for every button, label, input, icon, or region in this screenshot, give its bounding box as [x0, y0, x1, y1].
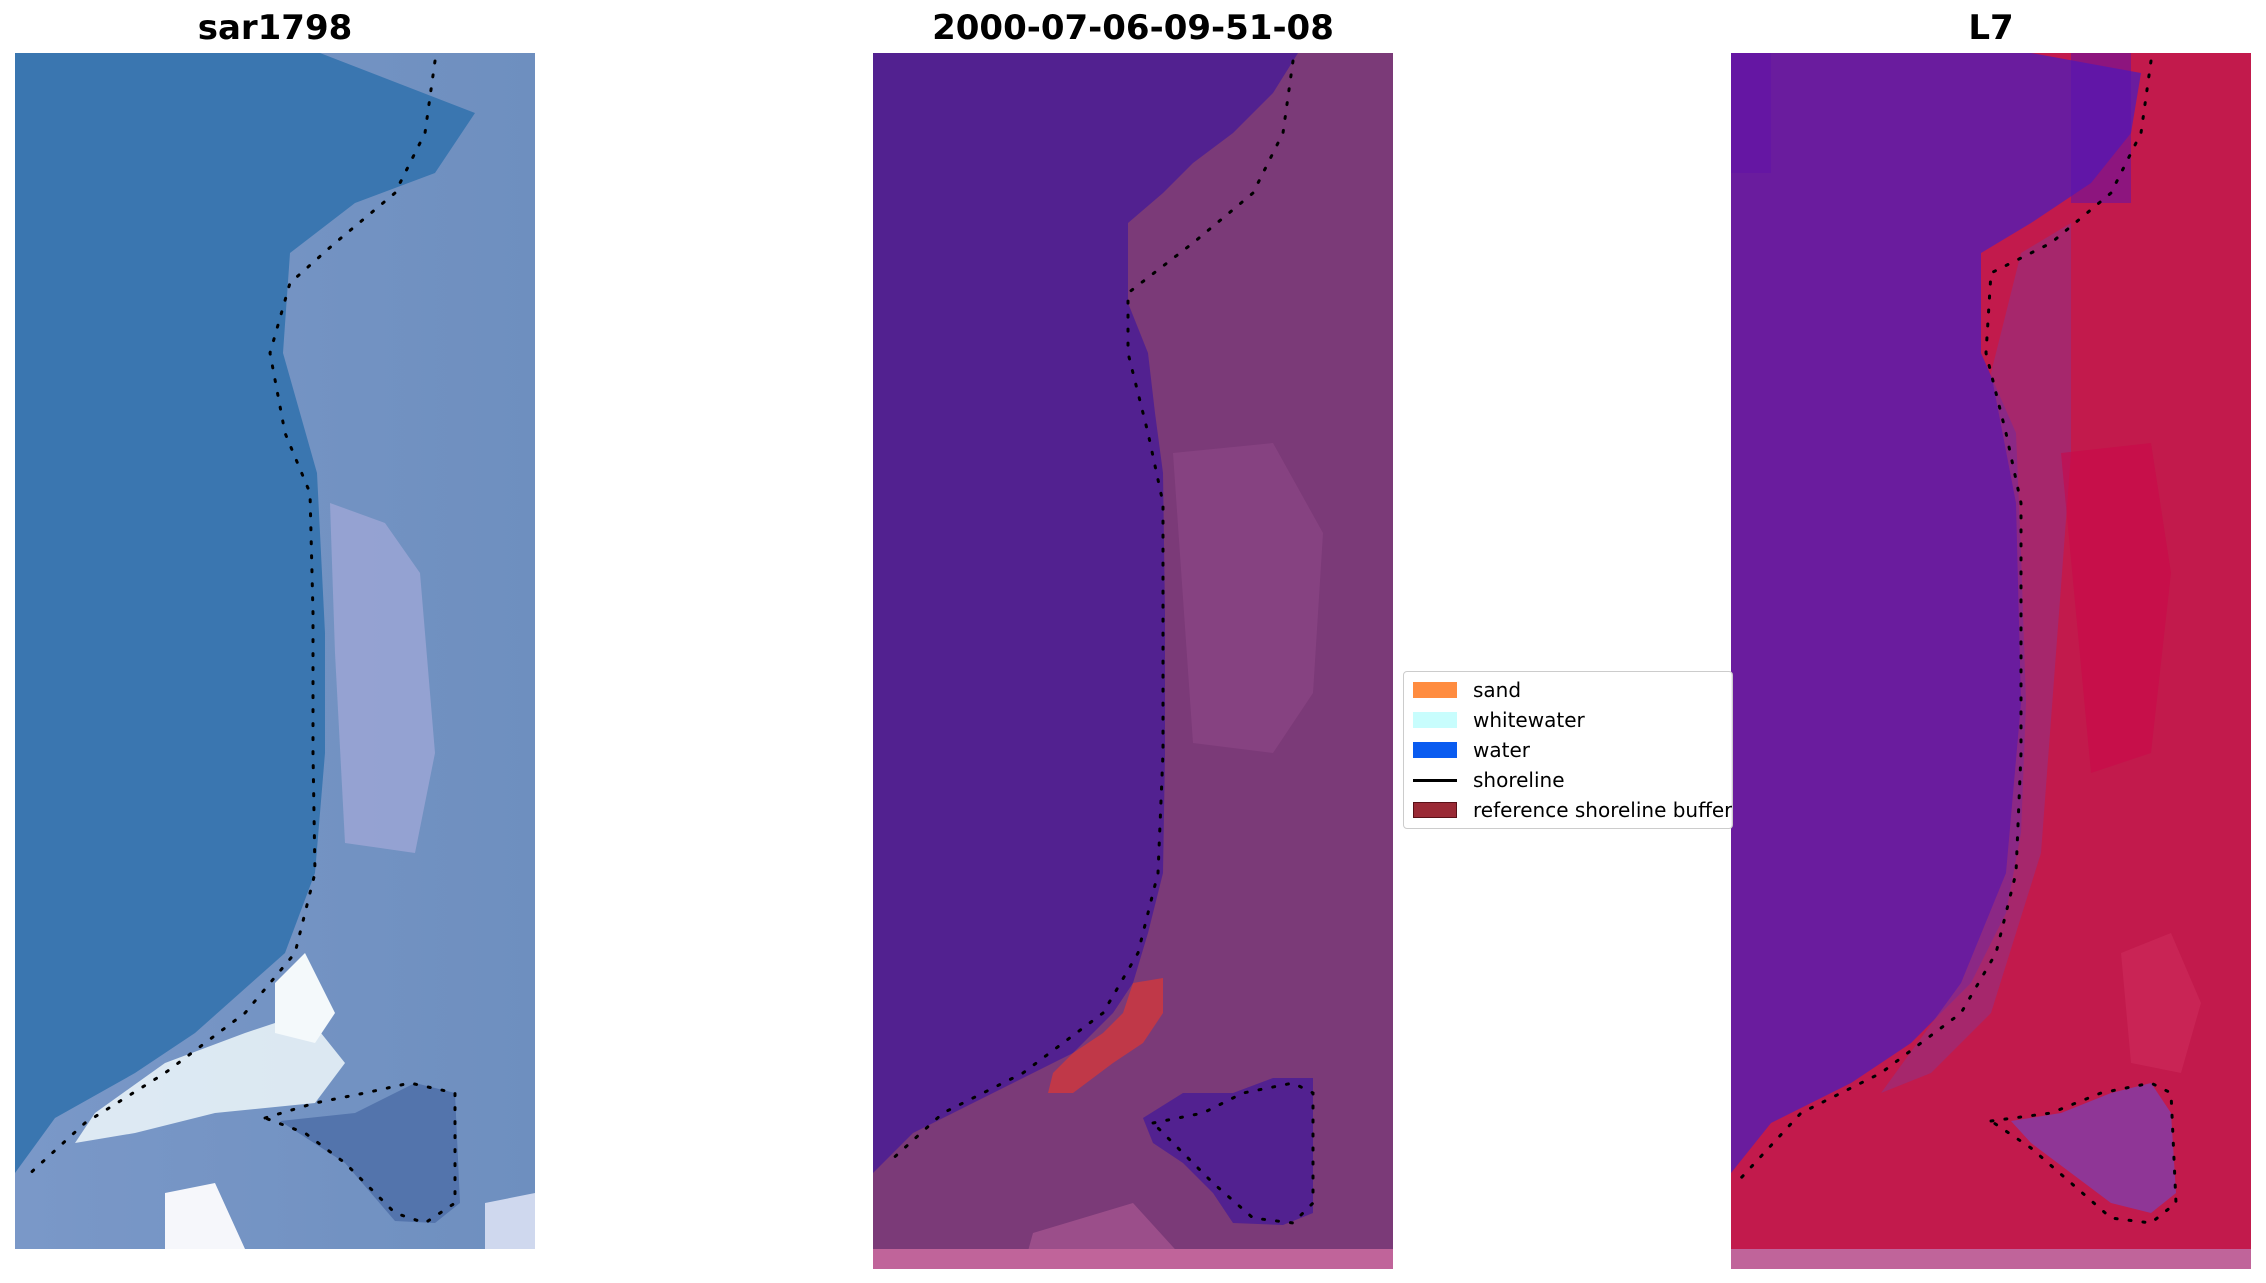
- sand-swatch: [1413, 682, 1457, 698]
- legend-label-whitewater: whitewater: [1473, 708, 1585, 732]
- water-swatch: [1413, 742, 1457, 758]
- legend-item-water: water: [1413, 736, 1530, 764]
- panel-title-satellite: sar1798: [197, 8, 353, 48]
- satellite-image: [15, 53, 535, 1249]
- classification-image-panel: [873, 53, 1393, 1269]
- legend-item-sand: sand: [1413, 676, 1521, 704]
- panel-title-index: L7: [1968, 8, 2014, 48]
- legend-label-water: water: [1473, 738, 1530, 762]
- whitewater-swatch: [1413, 712, 1457, 728]
- legend-item-whitewater: whitewater: [1413, 706, 1585, 734]
- index-image: [1731, 53, 2251, 1269]
- legend-item-shoreline: shoreline: [1413, 766, 1565, 794]
- legend-label-buffer: reference shoreline buffer: [1473, 798, 1733, 822]
- buffer-swatch: [1413, 802, 1457, 818]
- legend-label-shoreline: shoreline: [1473, 768, 1565, 792]
- shoreline-line-swatch: [1413, 778, 1457, 782]
- legend: sand whitewater water shoreline referenc…: [1403, 671, 1733, 829]
- satellite-image-panel: [15, 53, 535, 1249]
- legend-label-sand: sand: [1473, 678, 1522, 702]
- legend-item-buffer: reference shoreline buffer: [1413, 796, 1732, 824]
- panel-title-classification: 2000-07-06-09-51-08: [932, 8, 1334, 48]
- index-image-panel: [1731, 53, 2251, 1269]
- classification-image: [873, 53, 1393, 1269]
